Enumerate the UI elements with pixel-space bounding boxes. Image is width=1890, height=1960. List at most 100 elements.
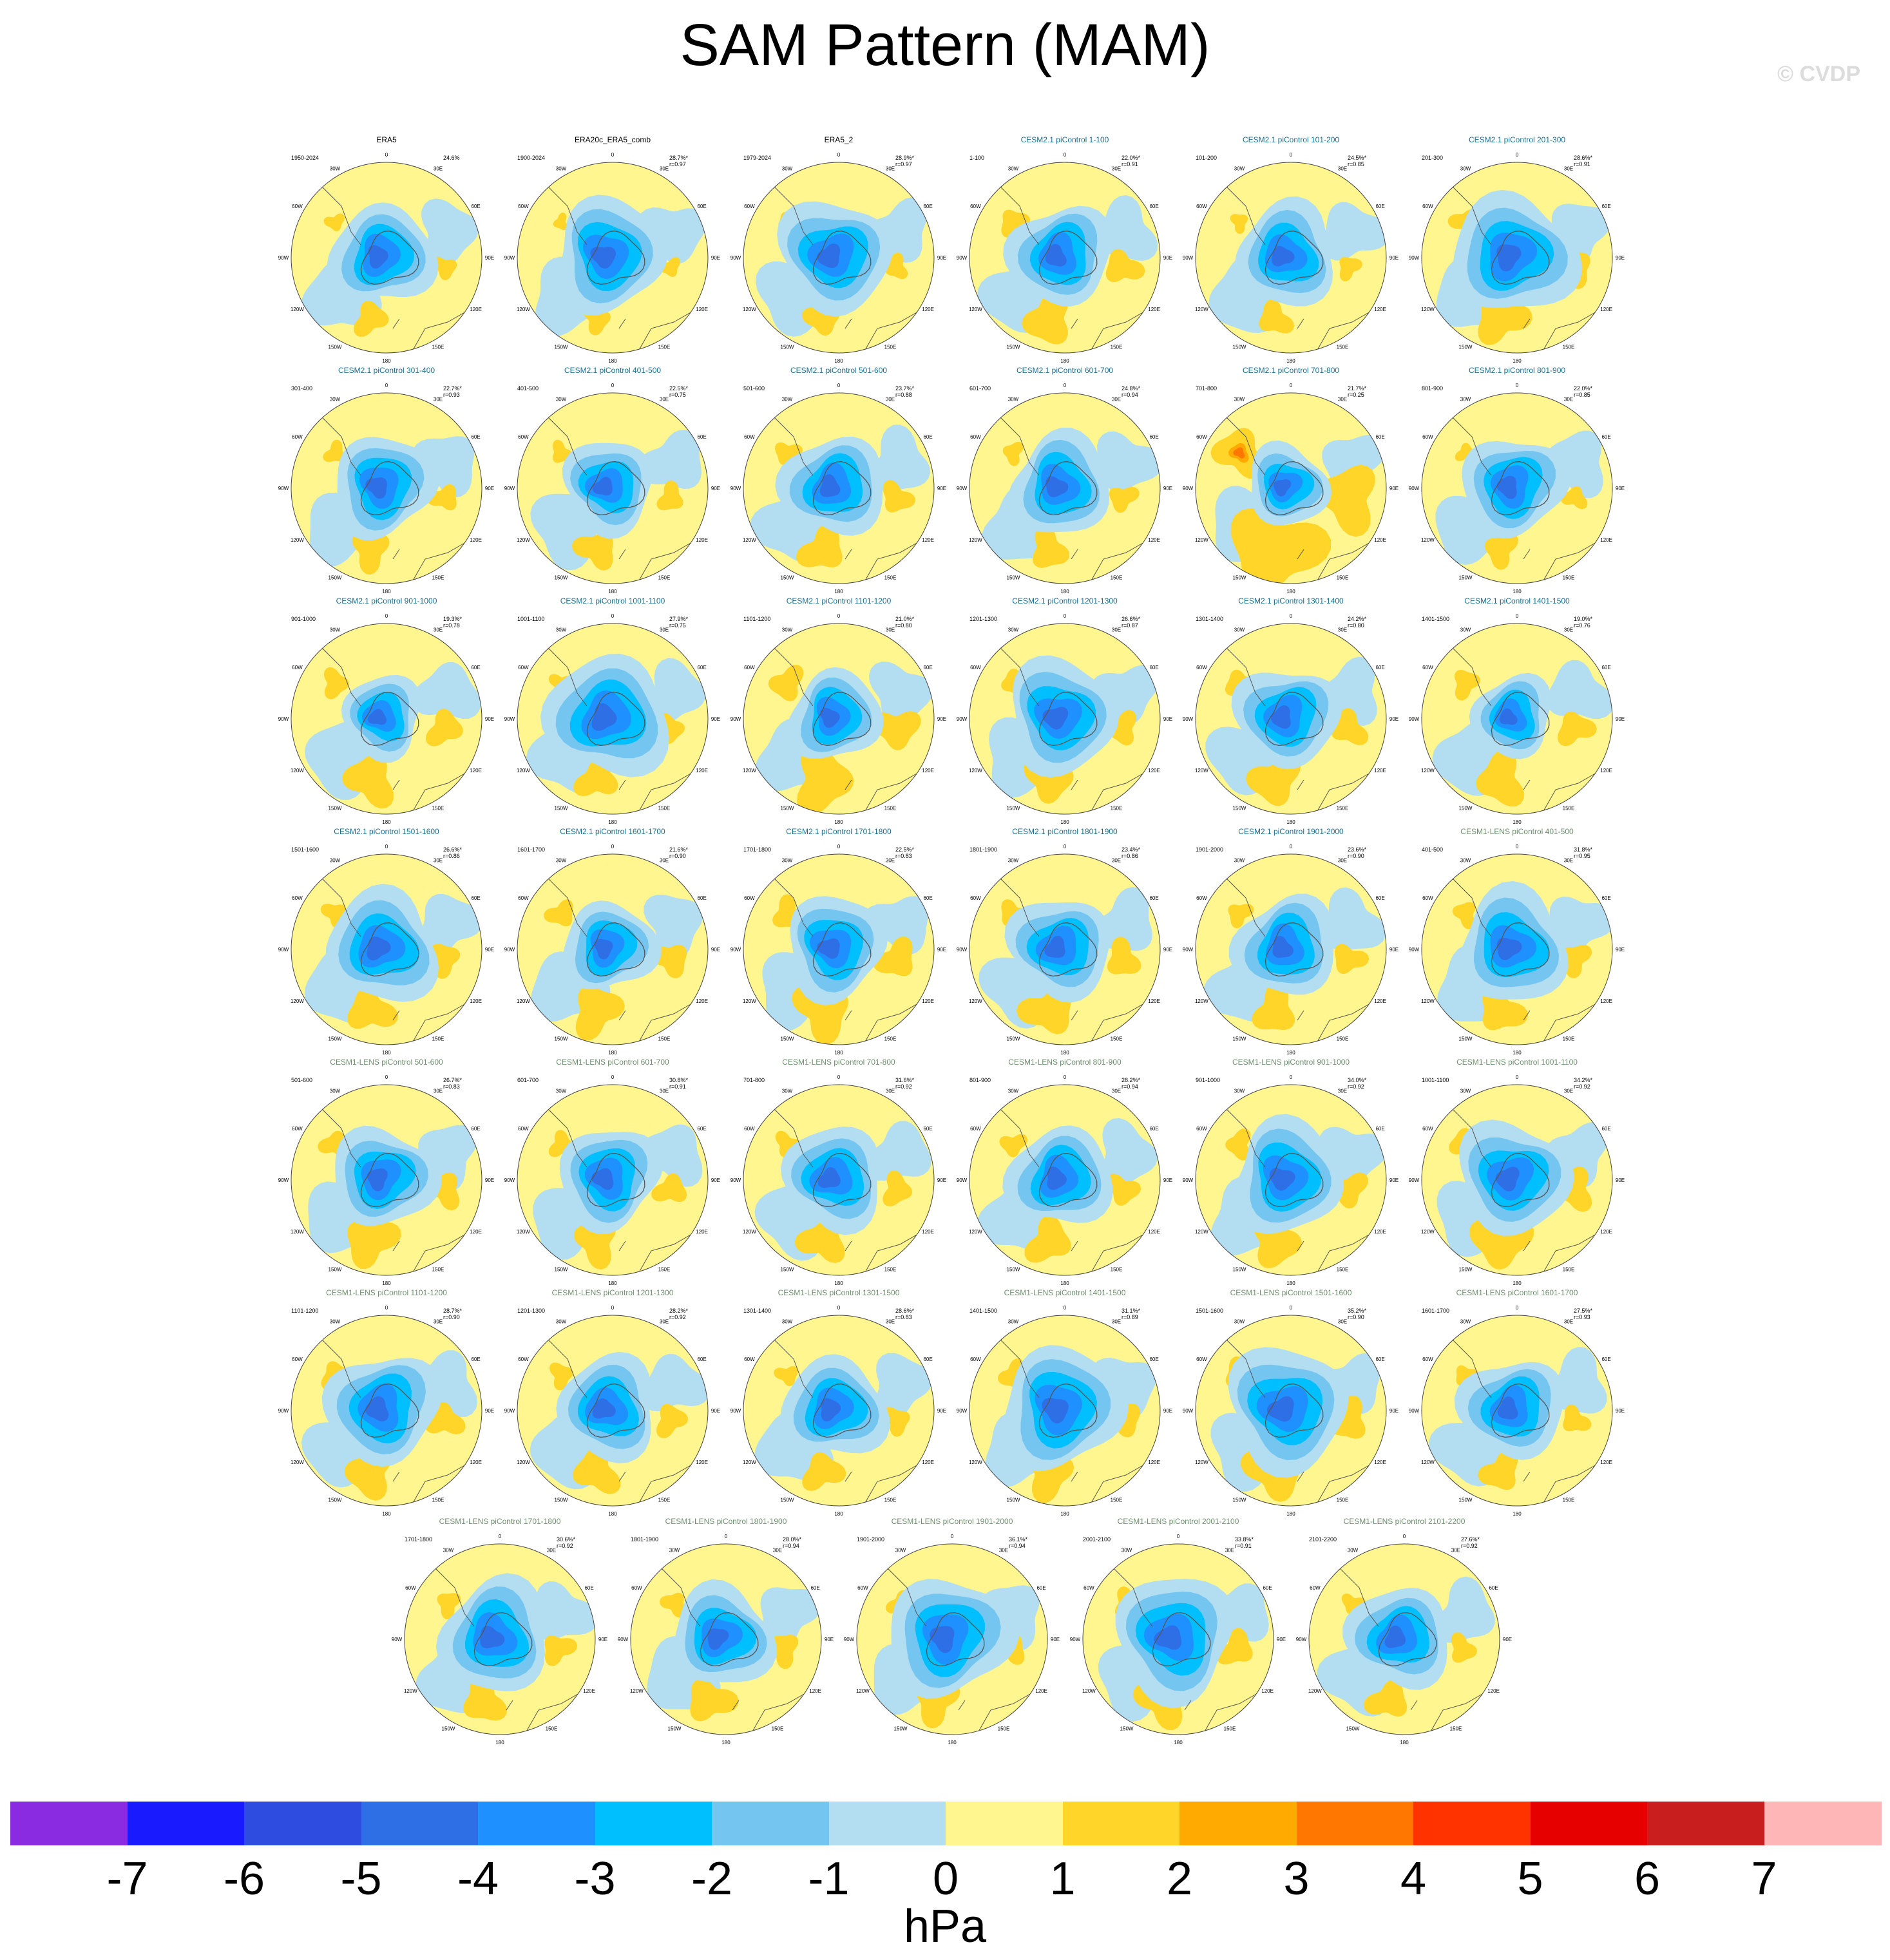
lon-label: 150W (1233, 1267, 1246, 1273)
panel-stats: 23.4%* r=0.86 (1122, 846, 1167, 859)
map-panel: CESM2.1 piControl 501-600 501-600 23.7%* r=… (729, 366, 948, 598)
panel-correlation: r=0.97 (669, 161, 686, 167)
lon-label: 150W (1459, 806, 1473, 812)
lon-label: 30E (660, 1088, 669, 1094)
panel-correlation: r=0.92 (1461, 1543, 1478, 1549)
lon-label: 30W (1460, 166, 1471, 171)
lon-label: 90W (278, 1408, 289, 1414)
lon-label: 150W (1120, 1726, 1134, 1732)
lon-label: 90E (1616, 947, 1625, 953)
lon-label: 150E (1337, 1498, 1349, 1503)
lon-label: 90W (504, 1408, 515, 1414)
panel-stats: 33.8%* r=0.91 (1235, 1536, 1280, 1549)
lon-label: 60E (923, 204, 932, 209)
panel-variance: 24.6% (443, 155, 460, 161)
lon-label: 150E (1111, 1498, 1123, 1503)
lon-label: 0 (837, 844, 841, 850)
colorbar-units: hPa (903, 1901, 987, 1952)
panel-years: 1501-1600 (1196, 1308, 1224, 1314)
panel-correlation: r=0.91 (669, 1083, 686, 1090)
panel-variance: 34.0%* (1348, 1077, 1367, 1083)
lon-label: 150E (1337, 345, 1349, 350)
lon-label: 60W (292, 204, 303, 209)
polar-map: 0 30E 60E 90E 120E 150E 180 150W 120W 90W 60W 30W (1070, 1534, 1286, 1746)
panel-years: 1900-2024 (517, 155, 546, 161)
lon-label: 120E (1148, 307, 1160, 312)
lon-label: 90W (1183, 486, 1194, 491)
panel-correlation: r=0.97 (895, 161, 912, 167)
panel-title: CESM1-LENS piControl 1301-1500 (778, 1288, 900, 1297)
lon-label: 0 (837, 1074, 841, 1080)
colorbar-swatch (1530, 1802, 1648, 1845)
panel-title: CESM2.1 piControl 1101-1200 (786, 596, 892, 605)
lon-label: 150E (658, 1036, 671, 1042)
lon-label: 120E (1374, 1229, 1386, 1235)
panel-title: CESM1-LENS piControl 2101-2200 (1343, 1517, 1465, 1526)
lon-label: 180 (1060, 819, 1069, 825)
lon-label: 60E (1149, 1126, 1158, 1132)
lon-label: 120W (517, 998, 530, 1004)
lon-label: 90W (1183, 1408, 1194, 1414)
lon-label: 0 (1064, 844, 1067, 850)
panel-variance: 23.7%* (895, 385, 915, 392)
lon-label: 150E (1450, 1726, 1462, 1732)
lon-label: 90W (278, 486, 289, 491)
polar-map: 0 30E 60E 90E 120E 150E 180 150W 120W 90W 60W 30W (1409, 152, 1625, 364)
lon-label: 90E (485, 1408, 494, 1414)
lon-label: 60W (1422, 1126, 1433, 1132)
panel-correlation: r=0.90 (1348, 1314, 1364, 1320)
lon-label: 60W (1310, 1585, 1321, 1591)
lon-label: 150W (781, 1036, 794, 1042)
panel-title: CESM2.1 piControl 401-500 (564, 366, 662, 375)
lon-label: 60E (584, 1585, 593, 1591)
panel-stats: 28.6%* r=0.91 (1574, 155, 1619, 167)
map-panel: CESM2.1 piControl 1601-1700 1601-1700 21.6… (503, 827, 722, 1059)
lon-label: 30E (660, 627, 669, 633)
panel-years: 1401-1500 (969, 1308, 998, 1314)
lon-label: 0 (1177, 1534, 1180, 1539)
map-panel: CESM1-LENS piControl 1501-1600 1501-1600 3… (1181, 1288, 1400, 1520)
lon-label: 180 (834, 1280, 843, 1286)
lon-label: 90E (937, 255, 946, 261)
lon-label: 60E (471, 1356, 480, 1362)
lon-label: 120E (922, 998, 934, 1004)
lon-label: 30W (1234, 627, 1245, 633)
lon-label: 90W (730, 1408, 741, 1414)
lon-label: 60W (1422, 434, 1433, 440)
lon-label: 180 (834, 819, 843, 825)
lon-label: 30W (1008, 396, 1019, 402)
polar-map: 0 30E 60E 90E 120E 150E 180 150W 120W 90W 60W 30W (1183, 844, 1398, 1056)
panel-grid: ERA5 1950-2024 24.6% 0 30E 60E 90E 120E 150E 180 1… (278, 135, 1625, 1746)
lon-label: 120E (922, 1460, 934, 1465)
lon-label: 120E (470, 1460, 482, 1465)
lon-label: 30E (434, 396, 443, 402)
lon-label: 150E (1111, 575, 1123, 581)
colorbar-swatch (361, 1802, 479, 1845)
lon-label: 30W (1460, 857, 1471, 863)
panel-variance: 23.4%* (1122, 846, 1141, 853)
lon-label: 0 (837, 613, 841, 619)
lon-label: 120W (743, 537, 756, 543)
panel-years: 701-800 (1196, 385, 1217, 392)
panel-correlation: r=0.94 (1122, 1083, 1138, 1090)
lon-label: 30E (1564, 1318, 1573, 1324)
lon-label: 60W (970, 895, 981, 901)
panel-variance: 22.7%* (443, 385, 463, 392)
lon-label: 60E (1601, 1126, 1610, 1132)
lon-label: 0 (385, 613, 388, 619)
panel-title: ERA20c_ERA5_comb (574, 135, 651, 144)
lon-label: 150E (1111, 345, 1123, 350)
lon-label: 120E (1148, 1460, 1160, 1465)
lon-label: 90E (1616, 255, 1625, 261)
lon-label: 150W (894, 1726, 908, 1732)
panel-stats: 26.7%* r=0.83 (443, 1077, 488, 1090)
lon-label: 120W (743, 307, 756, 312)
lon-label: 90W (957, 1408, 968, 1414)
colorbar-swatch (478, 1802, 595, 1845)
panel-title: CESM1-LENS piControl 901-1000 (1232, 1058, 1350, 1067)
lon-label: 120W (743, 998, 756, 1004)
lon-label: 150W (555, 575, 568, 581)
lon-label: 150W (1233, 1498, 1246, 1503)
lon-label: 60E (1375, 204, 1384, 209)
lon-label: 30E (1338, 1088, 1347, 1094)
